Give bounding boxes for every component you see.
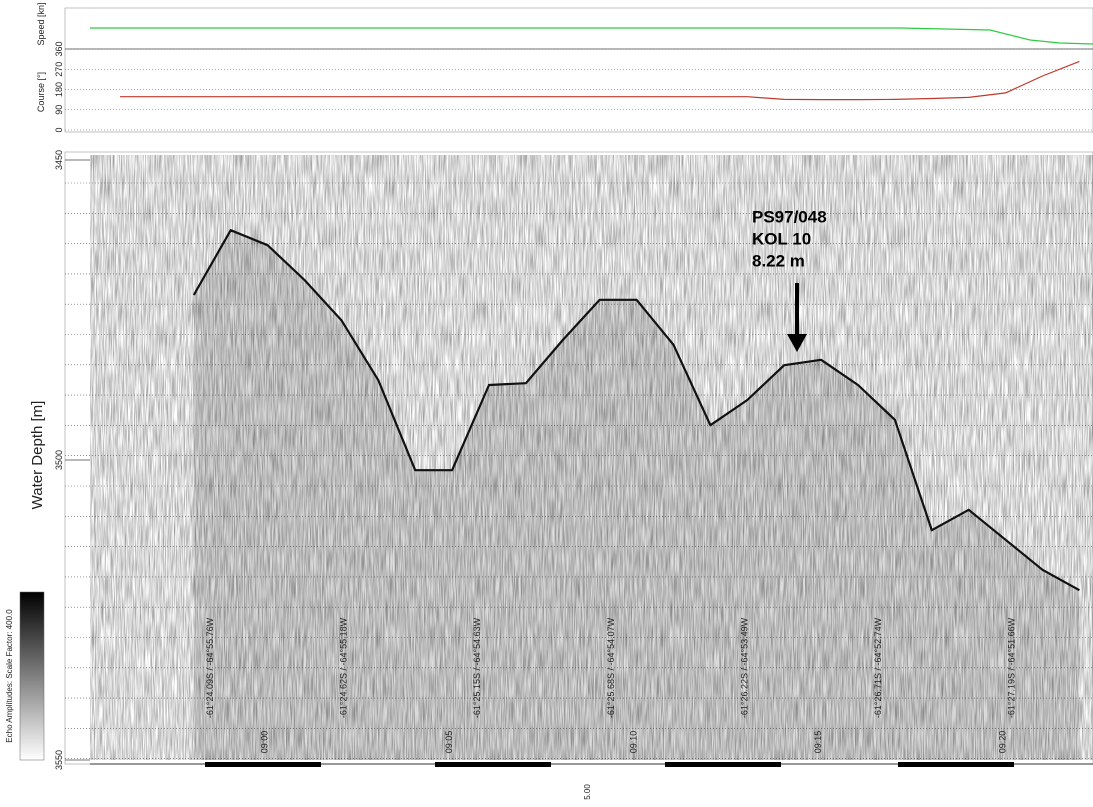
course-line <box>120 60 1080 101</box>
speed-axis-label: Speed [kn] <box>36 2 46 45</box>
arrow-head <box>787 334 807 352</box>
y-tick-label: 3500 <box>54 450 64 470</box>
echo-area <box>193 230 1080 760</box>
position-label: -61°25.68S / -64°54.07W <box>606 617 616 718</box>
position-label: -61°26.22S / -64°53.49W <box>739 617 749 718</box>
x-tick-label: 09:20 <box>998 731 1008 754</box>
colorbar-label: Echo Amplitudes: Scale Factor: 400.0 <box>5 609 14 743</box>
scale-bar <box>898 762 1014 767</box>
scale-label: 5.00 <box>583 784 592 800</box>
y-axis-label: Water Depth [m] <box>29 401 46 510</box>
y-tick-label: 180 <box>54 82 64 97</box>
x-tick-label: 09:00 <box>260 731 270 754</box>
position-label: -61°27.19S / -64°51.66W <box>1007 617 1017 718</box>
y-tick-label: 360 <box>54 41 64 56</box>
scale-bar <box>435 762 551 767</box>
y-tick-label: 0 <box>54 127 64 132</box>
annotation: 8.22 m <box>752 251 805 270</box>
speed-line <box>90 27 1093 45</box>
y-tick-label: 3550 <box>54 750 64 770</box>
position-label: -61°26.71S / -64°52.74W <box>873 617 883 718</box>
annotation: KOL 10 <box>752 229 811 248</box>
grid <box>65 182 1093 760</box>
echo-noise <box>90 155 1093 760</box>
scale-bar <box>205 762 321 767</box>
y-tick-label: 3450 <box>54 150 64 170</box>
annotation: PS97/048 <box>752 207 827 226</box>
x-tick-label: 09:10 <box>629 731 639 754</box>
scale-bar <box>665 762 781 767</box>
position-label: -61°25.15S / -64°54.63W <box>472 617 482 718</box>
position-label: -61°24.09S / -64°55.76W <box>205 617 215 718</box>
y-axis-label: Course [°] <box>36 72 46 112</box>
y-tick-label: 270 <box>54 62 64 77</box>
course-panel <box>64 7 1093 133</box>
x-tick-label: 09:15 <box>813 731 823 754</box>
position-label: -61°24.62S / -64°55.18W <box>339 617 349 718</box>
seafloor-line <box>192 229 1080 592</box>
x-tick-label: 09:05 <box>444 731 454 754</box>
colorbar <box>19 591 45 761</box>
y-tick-label: 90 <box>54 105 64 115</box>
